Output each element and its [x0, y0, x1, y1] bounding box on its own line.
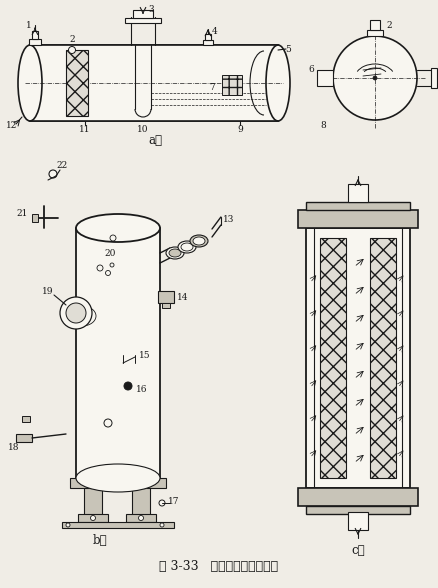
Circle shape: [68, 46, 75, 54]
Bar: [30, 45, 278, 121]
Bar: [348, 512, 368, 530]
Bar: [32, 31, 38, 39]
Bar: [431, 68, 437, 88]
Bar: [78, 514, 108, 522]
Circle shape: [104, 419, 112, 427]
Ellipse shape: [68, 306, 96, 326]
Bar: [162, 303, 170, 308]
Text: 14: 14: [177, 292, 189, 302]
Text: 2: 2: [386, 22, 392, 31]
Bar: [370, 20, 380, 30]
Text: 22: 22: [57, 162, 67, 171]
Text: 5: 5: [285, 45, 291, 55]
Text: 1: 1: [26, 21, 32, 29]
Ellipse shape: [266, 45, 290, 121]
Circle shape: [124, 382, 132, 390]
Circle shape: [373, 76, 377, 80]
Ellipse shape: [181, 243, 193, 251]
Bar: [76, 228, 160, 478]
Text: 17: 17: [168, 496, 180, 506]
Text: 8: 8: [320, 121, 326, 129]
Text: b）: b）: [93, 533, 107, 546]
Circle shape: [110, 263, 114, 267]
Bar: [16, 434, 32, 442]
Bar: [298, 210, 418, 228]
Bar: [367, 30, 383, 36]
Ellipse shape: [76, 214, 160, 242]
Ellipse shape: [169, 249, 181, 257]
Bar: [348, 184, 368, 202]
Bar: [317, 70, 333, 86]
Ellipse shape: [166, 247, 184, 259]
Bar: [306, 506, 410, 514]
Bar: [133, 10, 153, 18]
Text: 18: 18: [8, 443, 20, 452]
Circle shape: [138, 516, 144, 520]
Text: 21: 21: [16, 209, 28, 219]
Ellipse shape: [193, 237, 205, 245]
Text: 13: 13: [223, 215, 235, 223]
Ellipse shape: [178, 241, 196, 253]
Text: 6: 6: [308, 65, 314, 75]
Bar: [66, 50, 88, 116]
Text: 4: 4: [212, 26, 218, 35]
Bar: [29, 39, 41, 45]
Circle shape: [159, 500, 165, 506]
Text: 12: 12: [6, 122, 18, 131]
Text: 9: 9: [237, 125, 243, 133]
Bar: [126, 514, 156, 522]
Text: 19: 19: [42, 288, 54, 296]
Bar: [125, 18, 161, 23]
Circle shape: [60, 297, 92, 329]
Circle shape: [160, 523, 164, 527]
Bar: [306, 228, 410, 488]
Bar: [158, 291, 174, 303]
Bar: [84, 488, 102, 516]
Bar: [320, 238, 346, 478]
Text: c）: c）: [351, 543, 365, 556]
Circle shape: [66, 523, 70, 527]
Bar: [203, 40, 213, 45]
Text: 15: 15: [139, 350, 151, 359]
Bar: [32, 214, 38, 222]
Bar: [30, 45, 278, 121]
Bar: [298, 488, 418, 506]
Text: 16: 16: [136, 385, 148, 393]
Circle shape: [66, 303, 86, 323]
Circle shape: [333, 36, 417, 120]
Bar: [62, 522, 174, 528]
Bar: [132, 488, 150, 516]
Text: 11: 11: [79, 125, 91, 133]
Text: 7: 7: [209, 83, 215, 92]
Text: 3: 3: [148, 5, 154, 14]
Text: 10: 10: [137, 125, 149, 133]
Bar: [222, 75, 242, 95]
Bar: [205, 34, 211, 40]
Bar: [22, 416, 30, 422]
Circle shape: [110, 235, 116, 241]
Text: 图 3-33   油分离器结构形式图: 图 3-33 油分离器结构形式图: [159, 560, 279, 573]
Text: a）: a）: [148, 135, 162, 148]
Text: 2: 2: [69, 35, 75, 44]
Text: 20: 20: [104, 249, 116, 259]
Bar: [70, 478, 166, 488]
Circle shape: [97, 265, 103, 271]
Ellipse shape: [190, 235, 208, 247]
Circle shape: [106, 270, 110, 276]
Ellipse shape: [76, 464, 160, 492]
Ellipse shape: [18, 45, 42, 121]
Circle shape: [91, 516, 95, 520]
Bar: [306, 202, 410, 210]
Bar: [370, 238, 396, 478]
Circle shape: [49, 170, 57, 178]
